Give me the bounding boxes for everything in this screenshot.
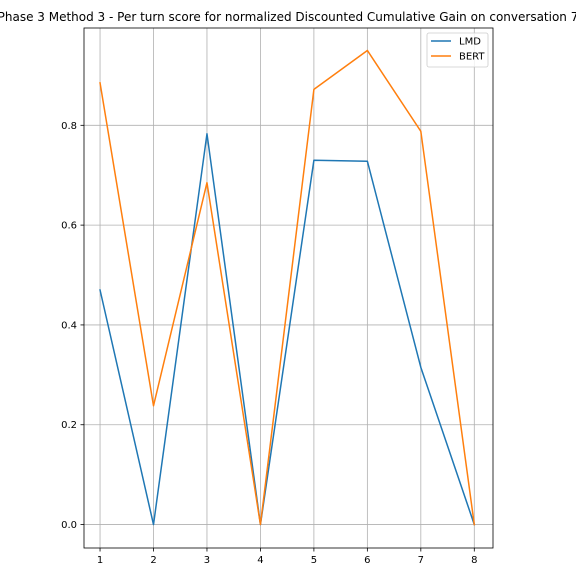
y-tick-label: 0.2 [61, 420, 77, 431]
y-tick-label: 0.0 [61, 520, 77, 531]
x-tick-label: 3 [204, 555, 210, 566]
x-tick-label: 2 [150, 555, 156, 566]
y-tick-label: 0.4 [61, 320, 77, 331]
axis-ticks: 1 2 3 4 5 6 7 8 0.0 0.2 0.4 0.6 0.8 [61, 121, 477, 566]
y-tick-label: 0.8 [61, 121, 77, 132]
legend: LMD BERT [426, 32, 489, 68]
x-tick-label: 8 [471, 555, 477, 566]
y-tick-label: 0.6 [61, 221, 77, 232]
x-tick-label: 4 [257, 555, 263, 566]
x-tick-label: 6 [364, 555, 370, 566]
legend-label-lmd: LMD [459, 37, 481, 48]
series-lines [99, 49, 476, 526]
x-tick-label: 5 [311, 555, 317, 566]
grid [84, 28, 493, 548]
legend-label-bert: BERT [459, 52, 485, 63]
x-tick-label: 7 [418, 555, 424, 566]
x-tick-label: 1 [97, 555, 103, 566]
series-line-lmd [99, 133, 476, 526]
axes-frame [83, 27, 494, 549]
chart-title: Phase 3 Method 3 - Per turn score for no… [0, 10, 576, 24]
series-line-bert [99, 49, 476, 526]
